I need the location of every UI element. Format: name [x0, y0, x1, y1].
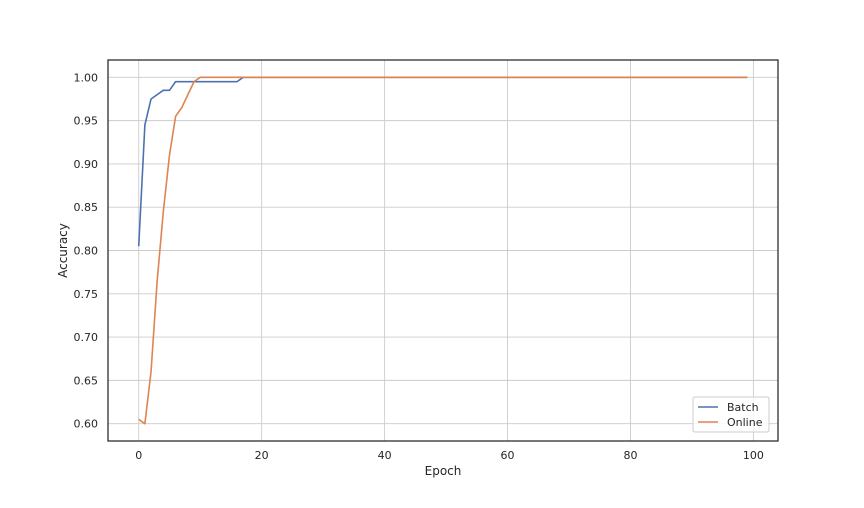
- y-tick-label: 0.85: [74, 201, 99, 214]
- x-tick-label: 80: [623, 449, 637, 462]
- series-line-online: [138, 76, 748, 425]
- legend-label-online: Online: [727, 416, 763, 429]
- legend-box: [692, 396, 770, 433]
- legend: Batch Online: [692, 396, 770, 433]
- y-tick-label: 1.00: [74, 71, 99, 84]
- x-axis-ticks: 0 20 40 60 80 100: [135, 449, 764, 462]
- x-tick-label: 0: [135, 449, 142, 462]
- x-tick-label: 20: [255, 449, 269, 462]
- x-tick-label: 40: [378, 449, 392, 462]
- y-tick-label: 0.75: [74, 288, 99, 301]
- plot-frame: [107, 59, 779, 442]
- y-tick-label: 0.60: [74, 418, 99, 431]
- y-tick-label: 0.65: [74, 374, 99, 387]
- y-tick-label: 0.80: [74, 245, 99, 258]
- series-lines: [137, 76, 748, 425]
- y-tick-label: 0.70: [74, 331, 99, 344]
- x-tick-label: 100: [743, 449, 764, 462]
- y-axis-label: Accuracy: [56, 223, 70, 278]
- x-tick-label: 60: [501, 449, 515, 462]
- plot-area: [107, 59, 779, 442]
- y-tick-label: 0.90: [74, 158, 99, 171]
- x-axis-label: Epoch: [425, 464, 462, 478]
- grid-lines: [108, 60, 778, 441]
- legend-label-batch: Batch: [727, 401, 759, 414]
- y-axis-ticks: 0.60 0.65 0.70 0.75 0.80 0.85 0.90 0.95 1.00: [74, 71, 99, 430]
- series-line-batch: [137, 76, 748, 247]
- y-tick-label: 0.95: [74, 115, 99, 128]
